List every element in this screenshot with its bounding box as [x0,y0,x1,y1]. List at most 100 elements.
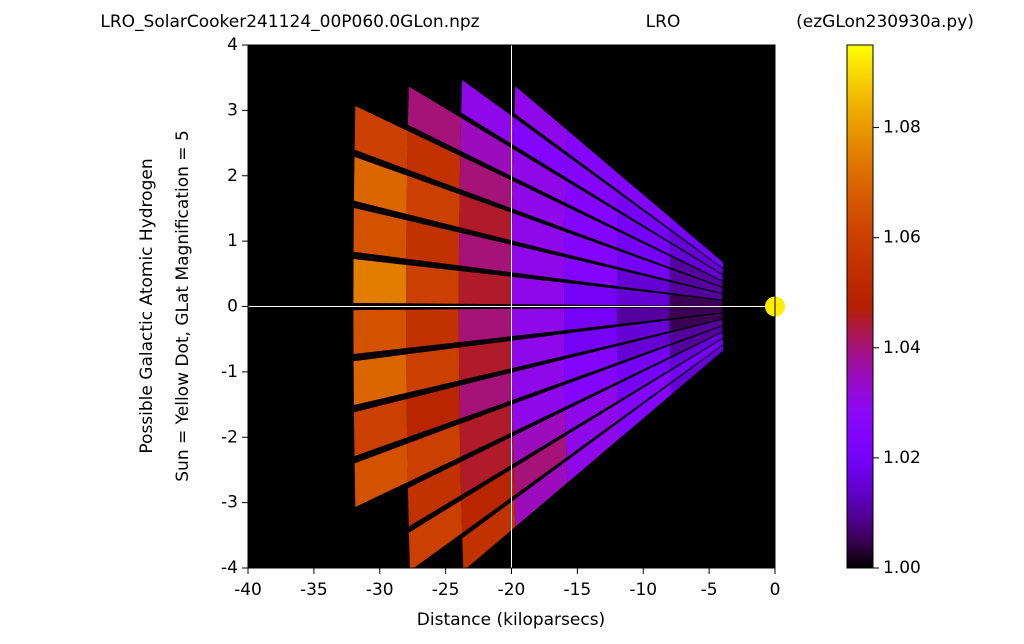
heatmap-cell [616,307,670,325]
heatmap-cell [670,243,723,281]
heatmap-cell [408,500,463,568]
colorbar-tick-label: 1.00 [883,558,921,578]
heatmap-cell [353,354,407,406]
heatmap-cell [722,306,775,351]
heatmap-cell [511,333,565,369]
heatmap-cell [722,268,775,307]
heatmap-cell [459,194,513,241]
heatmap-cell [564,282,617,306]
heatmap-cell [565,155,619,210]
heatmap-cell [353,399,408,457]
heatmap-cell [616,269,670,293]
heatmap-cell [513,435,567,496]
heatmap-cell [512,149,566,203]
heatmap-cell [407,462,462,527]
heatmap-cell [461,468,515,533]
heatmap-cell [354,443,408,508]
x-tick-label: -30 [366,580,394,600]
title-center: LRO [646,12,681,32]
y-tick-label: 4 [227,35,238,55]
heatmap-cell [407,424,461,482]
y-tick-label: 2 [227,166,238,186]
heatmap-cell [512,410,566,464]
heatmap-cell [722,287,775,307]
heatmap-cell [566,130,620,191]
heatmap-cell [459,404,513,457]
heatmap-cell [564,327,618,356]
heatmap-cell [353,259,407,304]
heatmap-cell [458,232,512,273]
y-tick-label: -4 [221,558,238,578]
x-tick-label: -15 [563,580,591,600]
x-tick-label: -10 [629,580,657,600]
x-tick-label: -20 [498,580,526,600]
heatmap-cell [669,326,723,357]
heatmap-cell [564,346,618,382]
heatmap-cell [670,332,723,370]
x-tick-label: -5 [701,580,718,600]
heatmap-cell [669,306,723,319]
heatmap-cell [722,306,775,345]
heatmap-cell [353,156,408,214]
heatmap-cell [514,86,568,152]
heatmap-cell [618,383,672,439]
heatmap-cell [462,499,516,568]
heatmap-cell [564,365,618,407]
heatmap-cell [722,294,775,307]
heatmap-cell [618,193,671,242]
heatmap-cell [617,250,670,281]
heatmap-cell [407,131,461,189]
heatmap-cell [669,256,723,287]
y-tick-label: 1 [227,231,238,251]
heatmap-cell [617,332,670,363]
heatmap-cell [514,461,568,527]
heatmap-cell [669,281,723,300]
heatmap-cell [511,308,565,337]
heatmap-cell [617,345,671,382]
colorbar-tick-label: 1.02 [883,448,921,468]
heatmap-cell [722,275,775,307]
heatmap-cell [669,269,723,294]
title-right: (ezGLon230930a.py) [796,12,974,32]
heatmap-cell [722,306,775,326]
title-left: LRO_SolarCooker241124_00P060.0GLon.npz [100,12,479,32]
heatmap-cell [406,309,459,349]
heatmap-cell [511,213,565,254]
heatmap-cell [670,231,723,275]
y-tick-label: 3 [227,100,238,120]
y-tick-label: -2 [221,427,238,447]
heatmap-cell [353,309,407,354]
heatmap-cell [617,358,671,401]
colorbar [846,44,874,569]
heatmap-cell [406,347,460,393]
heatmap-cell [670,218,724,268]
x-tick-label: -35 [300,580,328,600]
heatmap-cell [512,384,566,432]
heatmap-cell [565,403,619,458]
heatmap [353,80,775,568]
heatmap-cell [406,220,460,266]
heatmap-cell [511,359,565,400]
x-tick-label: -40 [234,580,262,600]
heatmap-cell [407,86,462,151]
heatmap-cell [617,231,671,268]
heatmap-cell [460,436,514,495]
heatmap-cell [565,180,619,229]
y-tick-label: 0 [227,297,238,317]
heatmap-cell [722,306,775,319]
heatmap-cell [459,372,513,419]
heatmap-cell [670,345,724,395]
heatmap-cell [460,118,514,177]
heatmap-cell [353,207,407,259]
colorbar-tick-label: 1.04 [883,338,921,358]
x-tick-label: -25 [432,580,460,600]
heatmap-cell [670,338,723,382]
heatmap-cell [618,174,672,230]
heatmap-cell [722,306,775,313]
heatmap-cell [564,257,618,286]
x-tick-label: 0 [770,580,781,600]
heatmap-cell [461,80,515,145]
heatmap-cell [406,175,460,228]
x-axis-label: Distance (kiloparsecs) [417,610,605,630]
